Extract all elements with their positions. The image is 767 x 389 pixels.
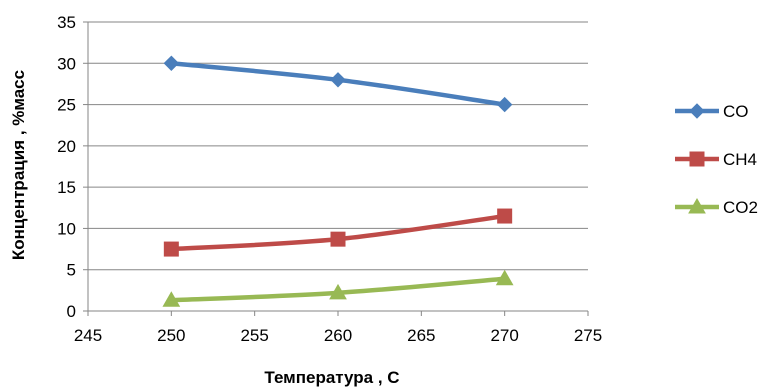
legend-marker-ch4 — [689, 151, 705, 167]
data-point-ch4 — [497, 208, 513, 224]
y-tick-label: 10 — [57, 219, 76, 238]
x-tick-label: 260 — [324, 326, 352, 345]
legend-label-co2: CO2 — [723, 198, 758, 217]
x-tick-label: 275 — [574, 326, 602, 345]
y-tick-label: 15 — [57, 178, 76, 197]
data-point-ch4 — [330, 231, 346, 247]
y-tick-label: 35 — [57, 13, 76, 32]
legend-marker-co — [689, 103, 705, 119]
y-axis-title: Концентрация , %масс — [9, 70, 28, 260]
y-tick-label: 25 — [57, 96, 76, 115]
x-tick-label: 265 — [407, 326, 435, 345]
legend-label-co: CO — [723, 102, 749, 121]
legend-label-ch4: CH4 — [723, 150, 757, 169]
y-tick-label: 0 — [67, 302, 76, 321]
y-tick-label: 30 — [57, 54, 76, 73]
data-point-co — [496, 96, 513, 113]
x-tick-label: 270 — [490, 326, 518, 345]
data-point-co — [163, 55, 180, 71]
x-tick-label: 245 — [74, 326, 102, 345]
y-tick-label: 20 — [57, 137, 76, 156]
legend-marker-co2 — [688, 197, 706, 214]
x-tick-label: 255 — [240, 326, 268, 345]
axes — [83, 21, 589, 316]
data-point-co — [330, 72, 346, 88]
data-point-co2 — [162, 291, 181, 307]
x-tick-labels: 245 250 255 260 265 270 275 — [74, 326, 602, 345]
x-tick-label: 250 — [157, 326, 185, 345]
y-tick-label: 5 — [67, 261, 76, 280]
data-point-co2 — [329, 283, 347, 300]
legend: CO CH4 CO2 — [675, 102, 758, 217]
series-group — [162, 55, 514, 307]
x-axis-title: Температура , С — [264, 368, 399, 387]
data-point-co2 — [495, 269, 514, 286]
y-tick-labels: 0 5 10 15 20 25 30 35 — [57, 13, 76, 321]
data-point-ch4 — [163, 241, 179, 257]
